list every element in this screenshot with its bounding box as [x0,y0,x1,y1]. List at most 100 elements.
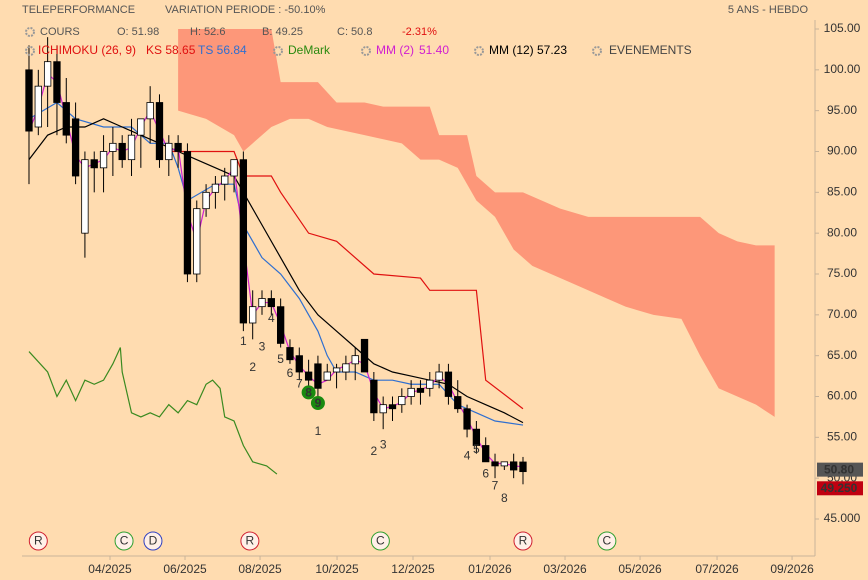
candle-body [426,379,434,389]
y-tick-label: 80.00 [827,225,857,239]
candle-body [407,387,415,397]
candle-body [416,387,425,393]
event-label: R [34,534,43,548]
y-tick-label: 100.00 [824,62,861,76]
event-marker[interactable] [597,531,617,551]
candle-body [165,142,173,161]
quote-row: COURS O: 51.98 H: 52.6 B: 49.25 C: 50.8 … [25,26,437,38]
candle-body [323,371,331,381]
demark-circle [310,396,325,411]
candle-body [239,159,248,324]
demark-count: 2 [249,360,256,374]
event-label: C [376,534,385,548]
x-tick-label: 08/2025 [238,562,282,576]
demark-count: 9 [315,396,322,410]
x-tick-label: 06/2025 [163,562,207,576]
y-tick-label: 65.00 [827,348,857,362]
candle-body [249,306,257,324]
quote-label: COURS [40,26,80,38]
event-label: R [246,534,255,548]
event-marker[interactable] [240,531,260,551]
event-marker[interactable] [114,531,134,551]
candle-body [510,461,518,471]
x-tick-label: 04/2025 [88,562,132,576]
y-tick-label: 75.00 [827,266,857,280]
demark-count: 6 [482,466,489,480]
quote-close: C: 50.8 [337,26,372,38]
candle-body [137,118,145,136]
candle-body [99,151,108,169]
candle-body [519,461,527,473]
demark-count: 7 [492,479,499,493]
event-marker[interactable] [513,531,533,551]
demark-count: 1 [240,334,247,348]
demark-count: 6 [287,366,294,380]
ks-value: KS 58.65 [146,43,196,57]
candle-body [332,367,341,373]
price-badge [817,462,863,477]
y-tick-label: 90.00 [827,144,857,158]
candle-body [342,363,350,373]
variation: VARIATION PERIODE : -50.10% [165,4,326,16]
candle-body [435,371,443,381]
ichimoku-label[interactable]: ICHIMOKU (26, 9) [38,43,136,57]
y-tick-label: 95.00 [827,103,857,117]
demark-label[interactable]: DeMark [288,43,331,57]
gear-icon[interactable] [273,46,283,56]
event-marker[interactable] [370,531,390,551]
y-tick-label: 60.00 [827,389,857,403]
price-badge-label: 50.80 [824,462,854,476]
gear-icon[interactable] [361,46,371,56]
indicator-row: ICHIMOKU (26, 9) KS 58.65 TS 56.84 DeMar… [25,43,692,57]
candle-body [388,404,397,410]
ichimoku-cloud [178,29,775,417]
demark-count: 1 [315,424,322,438]
candle-body [43,61,52,87]
candle-body [174,142,182,152]
mm12-label[interactable]: MM (12) [489,43,534,57]
candle-body [221,175,229,185]
candle-body [62,102,70,136]
demark-count: 5 [473,442,480,456]
candle-body [183,151,192,275]
candle-body [500,461,508,467]
candle-body [146,102,154,120]
candle-body [276,306,285,344]
x-tick-label: 12/2025 [391,562,435,576]
event-label: D [149,534,158,548]
period: 5 ANS - HEBDO [728,4,809,16]
candle-body [267,298,275,308]
candle-body [463,408,471,430]
y-tick-label: 105.00 [824,21,861,35]
events-label[interactable]: EVENEMENTS [609,43,692,57]
x-tick-label: 03/2026 [543,562,587,576]
candle-body [118,142,126,161]
ts-value: TS 56.84 [198,43,247,57]
mm2-label[interactable]: MM (2) [376,43,414,57]
symbol: TELEPERFORMANCE [22,4,135,16]
candle-body [482,445,490,463]
demark-count: 8 [305,386,312,400]
gear-icon[interactable] [474,46,484,56]
gear-icon[interactable] [592,46,602,56]
price-badge-label: 49.250 [821,481,858,495]
candle-body [295,355,303,373]
event-marker[interactable] [28,531,48,551]
demark-count: 4 [268,311,275,325]
candle-body [351,355,359,365]
demark-count: 8 [501,491,508,505]
candle-body [90,159,98,169]
candle-body [211,183,220,193]
gear-icon[interactable] [25,46,35,56]
candle-body [127,134,136,161]
event-label: R [519,534,528,548]
mm12-value: 57.23 [537,43,567,57]
demark-circle [301,385,316,400]
gear-icon[interactable] [25,27,35,37]
x-tick-label: 05/2026 [618,562,662,576]
candle-body [202,191,210,210]
candle-body [304,371,313,381]
event-marker[interactable] [143,531,163,551]
candle-body [258,298,266,308]
